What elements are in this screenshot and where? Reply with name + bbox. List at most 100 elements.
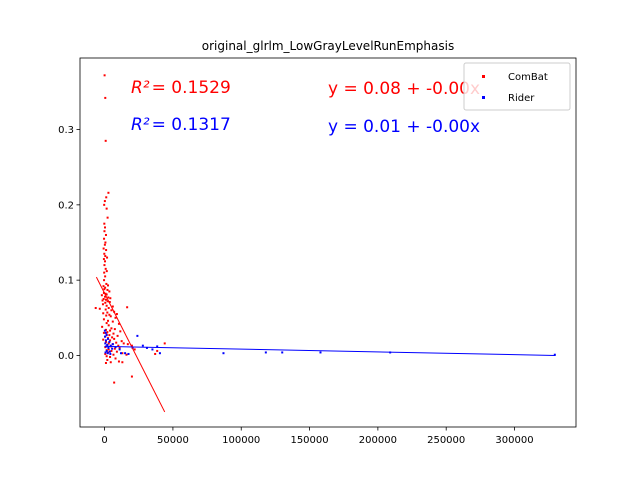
combat-point [109,329,112,332]
combat-point [103,279,106,282]
combat-point [103,222,106,225]
combat-point [114,316,117,319]
combat-regression-line [95,276,166,413]
combat-point [133,348,136,351]
combat-point [109,297,112,300]
combat-point [103,230,106,233]
combat-point [114,357,117,360]
rider-point [106,343,109,346]
combat-point [104,308,107,311]
combat-point [107,307,110,310]
combat-point [104,96,107,99]
combat-point [111,336,114,339]
x-tick-label: 200000 [359,435,397,446]
combat-point [106,256,109,259]
combat-point [117,322,120,325]
combat-point [117,360,120,363]
legend-marker-rider [482,96,485,99]
combat-point [102,338,105,341]
combat-point [102,318,105,321]
rider-point [145,346,148,349]
rider-r2-annotation: R² = 0.1317 [131,115,231,135]
rider-r2-label: R² [131,115,150,135]
rider-point [111,347,114,350]
combat-point [118,346,121,349]
rider-equation: y = 0.01 + -0.00x [328,117,480,137]
combat-point [108,334,111,337]
combat-point [107,348,110,351]
series-rider [103,329,556,356]
combat-point [104,275,107,278]
combat-point [101,299,104,302]
combat-point [104,267,107,270]
combat-point [103,252,106,255]
combat-point [104,292,107,295]
combat-point [113,328,116,331]
x-tick-label: 150000 [290,435,328,446]
chart-title: original_glrlm_LowGrayLevelRunEmphasis [202,39,454,53]
combat-point [104,139,107,142]
combat-point [130,344,133,347]
combat-point [94,307,97,310]
combat-point [104,361,107,364]
combat-point [122,342,125,345]
combat-point [111,320,114,323]
combat-point [112,332,115,335]
rider-point [136,334,139,337]
rider-point [118,348,121,351]
rider-point [108,350,111,353]
plot-area [80,58,576,427]
axis-layer: 0 50000 100000 150000 200000 250000 300000 0.0 0… [58,125,534,446]
combat-equation: y = 0.08 + -0.00x [328,79,480,99]
combat-point [107,342,110,345]
combat-point [103,237,106,240]
combat-point [103,243,106,246]
combat-point [107,319,110,322]
combat-point [98,307,101,310]
rider-point [553,353,556,356]
combat-point [115,350,118,353]
combat-point [103,271,106,274]
combat-point [113,347,116,350]
series-layer [94,74,556,413]
legend-label-combat: ComBat [508,72,548,83]
combat-point [109,315,112,318]
legend-marker-combat [482,75,485,78]
combat-point [104,286,107,289]
rider-point [104,342,107,345]
combat-point [108,300,111,303]
rider-point [109,352,112,355]
x-tick-label: 50000 [157,435,189,446]
rider-point [104,339,107,342]
legend: ComBat Rider [463,62,571,111]
combat-point [110,309,113,312]
combat-point [108,290,111,293]
combat-point [109,355,112,358]
combat-point [106,311,109,314]
combat-r2-value: = 0.1529 [152,78,231,98]
combat-point [117,344,120,347]
rider-point [124,352,127,355]
combat-point [104,301,107,304]
rider-point [107,346,110,349]
combat-point [102,312,105,315]
plot-frame [79,57,577,428]
combat-point [104,352,107,355]
combat-point [125,353,128,356]
combat-point [103,288,106,291]
combat-point [107,191,110,194]
y-tick-label: 0.1 [58,276,74,287]
rider-point [119,352,122,355]
rider-point [111,343,114,346]
combat-point [110,349,113,352]
combat-point [108,313,111,316]
series-combat [94,74,166,384]
combat-point [106,288,109,291]
combat-point [103,200,106,203]
legend-box [463,62,571,111]
combat-point [105,249,108,252]
combat-point [105,207,108,210]
combat-point [105,322,108,325]
combat-point [126,343,129,346]
combat-point [107,296,110,299]
